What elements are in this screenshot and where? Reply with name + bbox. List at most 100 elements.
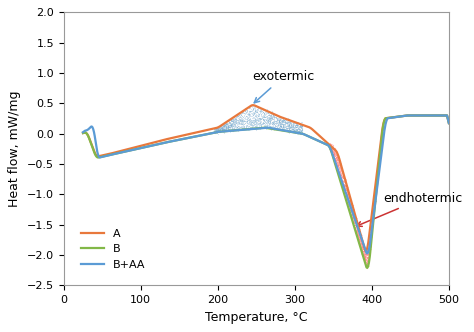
Point <box>297 125 305 130</box>
Point <box>339 188 346 193</box>
Point <box>249 116 256 121</box>
Point <box>272 120 280 125</box>
Point <box>343 191 350 196</box>
Point <box>326 143 334 148</box>
Point <box>255 118 262 123</box>
Point <box>283 125 290 131</box>
Point <box>218 128 225 133</box>
Point <box>256 120 264 125</box>
Point <box>366 230 374 235</box>
Point <box>357 242 365 247</box>
Point <box>235 125 242 131</box>
Point <box>329 151 337 156</box>
Point <box>363 250 371 256</box>
Point <box>235 118 242 123</box>
Point <box>374 167 381 172</box>
Point <box>255 115 263 121</box>
Point <box>354 230 362 235</box>
Point <box>261 120 268 125</box>
Point <box>336 168 343 174</box>
Point <box>276 124 284 129</box>
Point <box>228 127 236 132</box>
Point <box>230 125 237 130</box>
Point <box>288 121 295 126</box>
Point <box>227 127 234 133</box>
Point <box>354 231 361 236</box>
Point <box>218 123 225 128</box>
Point <box>255 118 263 123</box>
Point <box>238 118 246 123</box>
Point <box>337 173 345 178</box>
Point <box>247 120 255 125</box>
Point <box>234 124 241 129</box>
Point <box>261 111 268 116</box>
Point <box>335 166 343 171</box>
Point <box>290 129 297 134</box>
A <box>373 181 378 185</box>
Point <box>353 227 361 232</box>
Point <box>358 240 365 245</box>
Point <box>377 142 384 148</box>
Point <box>370 214 377 219</box>
Point <box>341 190 348 196</box>
Point <box>336 171 344 176</box>
Point <box>226 122 234 127</box>
Point <box>334 153 342 158</box>
Point <box>234 117 241 123</box>
Point <box>368 221 376 227</box>
Point <box>372 187 380 192</box>
Point <box>363 251 370 256</box>
Point <box>363 260 371 266</box>
Point <box>296 123 304 128</box>
Point <box>270 115 278 120</box>
Point <box>247 111 255 116</box>
Point <box>351 230 359 235</box>
Point <box>237 112 245 117</box>
Point <box>230 118 238 123</box>
Point <box>265 116 273 121</box>
Point <box>330 151 338 157</box>
Point <box>269 117 277 122</box>
Point <box>371 199 378 204</box>
Point <box>343 188 350 193</box>
Point <box>220 126 228 132</box>
Point <box>354 228 362 233</box>
Point <box>364 250 371 255</box>
Point <box>329 152 337 157</box>
Point <box>283 125 291 130</box>
Point <box>333 154 341 159</box>
Point <box>269 120 276 125</box>
Point <box>265 115 273 120</box>
Point <box>253 123 260 128</box>
Point <box>337 172 345 177</box>
Point <box>222 126 230 131</box>
Point <box>361 249 368 254</box>
Point <box>372 193 379 198</box>
Point <box>376 155 383 161</box>
Point <box>235 116 243 122</box>
Point <box>232 117 240 122</box>
Point <box>363 249 370 254</box>
Point <box>366 235 374 241</box>
Point <box>216 129 224 135</box>
Point <box>297 128 305 133</box>
Point <box>345 205 353 210</box>
Point <box>352 225 360 231</box>
Point <box>359 250 367 256</box>
Point <box>361 245 368 251</box>
Point <box>267 111 274 117</box>
Point <box>257 124 264 129</box>
Point <box>349 207 356 212</box>
Point <box>349 213 356 218</box>
Point <box>331 157 338 162</box>
Point <box>357 244 365 249</box>
Point <box>360 249 368 255</box>
Point <box>221 123 228 128</box>
Point <box>351 226 358 231</box>
Point <box>370 208 377 214</box>
Point <box>271 126 278 131</box>
Point <box>337 179 345 184</box>
Point <box>328 145 335 150</box>
Point <box>376 155 383 160</box>
Point <box>332 156 340 161</box>
